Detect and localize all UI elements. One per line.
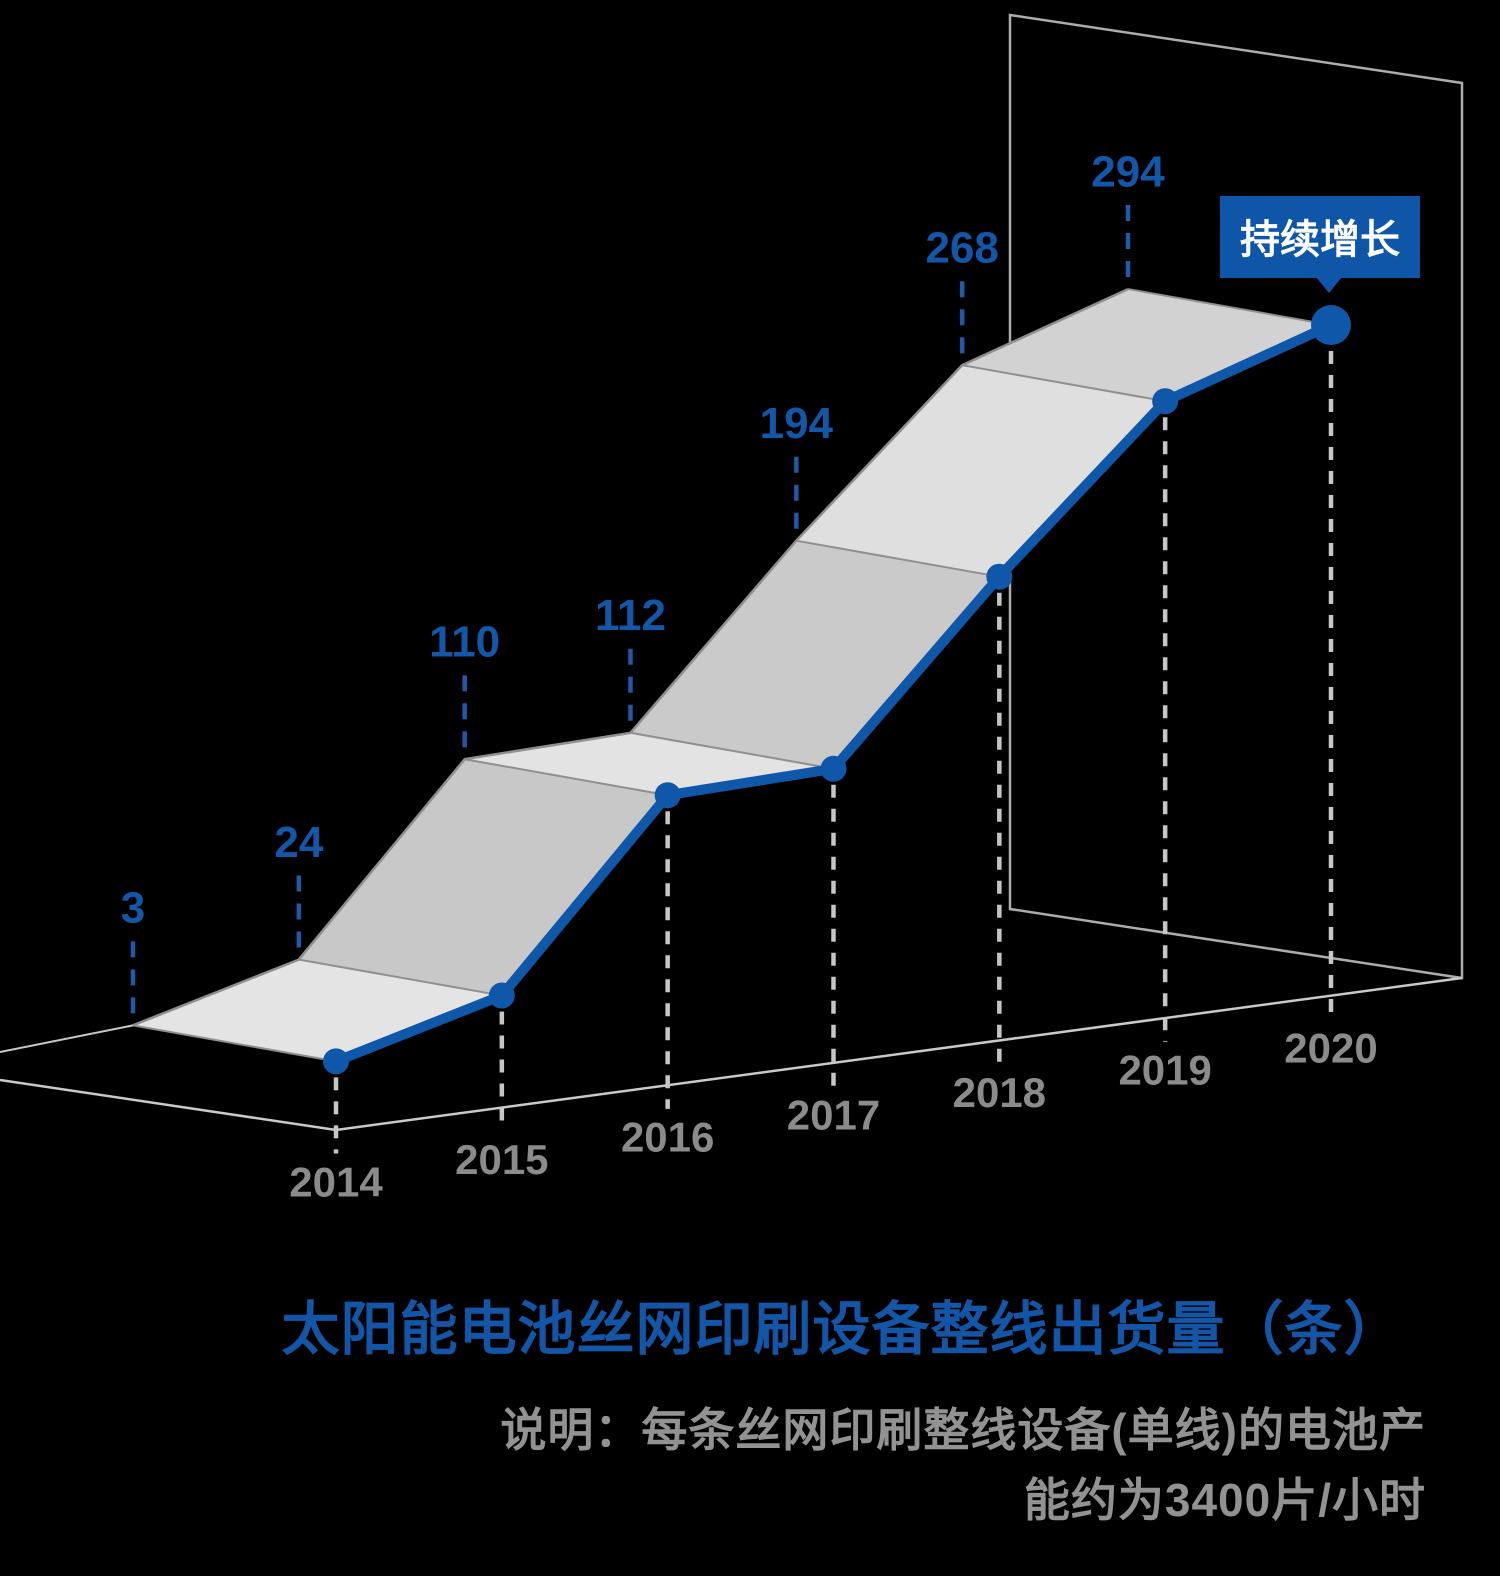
value-label: 24 [274, 818, 323, 867]
chart-title: 太阳能电池丝网印刷设备整线出货量（条） [281, 1297, 1403, 1362]
data-point [323, 1048, 349, 1075]
data-point [986, 563, 1013, 590]
ribbon-seam [1127, 288, 1332, 327]
value-label: 112 [595, 591, 666, 640]
year-label: 2014 [289, 1158, 383, 1205]
year-label: 2017 [787, 1091, 880, 1138]
year-label: 2016 [621, 1114, 714, 1161]
callout-pointer [1316, 277, 1342, 293]
ribbon-seam [464, 758, 668, 797]
ribbon-segment [630, 540, 1000, 769]
value-label: 110 [429, 618, 500, 667]
callout-badge [1220, 196, 1420, 278]
data-point [1152, 388, 1179, 415]
ribbon-seam [961, 364, 1166, 403]
data-point [820, 755, 847, 782]
data-point [654, 782, 681, 809]
year-label: 2018 [953, 1069, 1046, 1116]
ribbon-segment [133, 959, 502, 1062]
year-label: 2019 [1118, 1047, 1211, 1094]
ribbon-seam [132, 1024, 337, 1063]
note-line-2: 能约为3400片/小时 [1023, 1474, 1426, 1526]
ribbon-seam [630, 731, 834, 770]
value-label: 268 [925, 224, 998, 273]
ribbon-seam [796, 539, 1000, 578]
value-label: 194 [760, 399, 834, 448]
ribbon-back-edge [132, 287, 1129, 1027]
ribbon-segment [962, 289, 1331, 402]
data-point-current [1311, 305, 1351, 346]
data-point [488, 982, 515, 1009]
value-label: 294 [1091, 147, 1165, 196]
ribbon-seam [298, 958, 503, 997]
chart-note: 说明：每条丝网印刷整线设备(单线)的电池产 能约为3400片/小时 [326, 1395, 1426, 1535]
ribbon-segment [796, 365, 1166, 577]
year-label: 2015 [455, 1136, 548, 1183]
ribbon-segment [298, 759, 668, 996]
callout-label: 持续增长 [1240, 218, 1400, 262]
year-label: 2020 [1284, 1024, 1377, 1071]
baseline-back-axis [0, 1024, 134, 1053]
value-label: 3 [121, 884, 145, 933]
note-line-1: 说明：每条丝网印刷整线设备(单线)的电池产 [500, 1404, 1426, 1456]
